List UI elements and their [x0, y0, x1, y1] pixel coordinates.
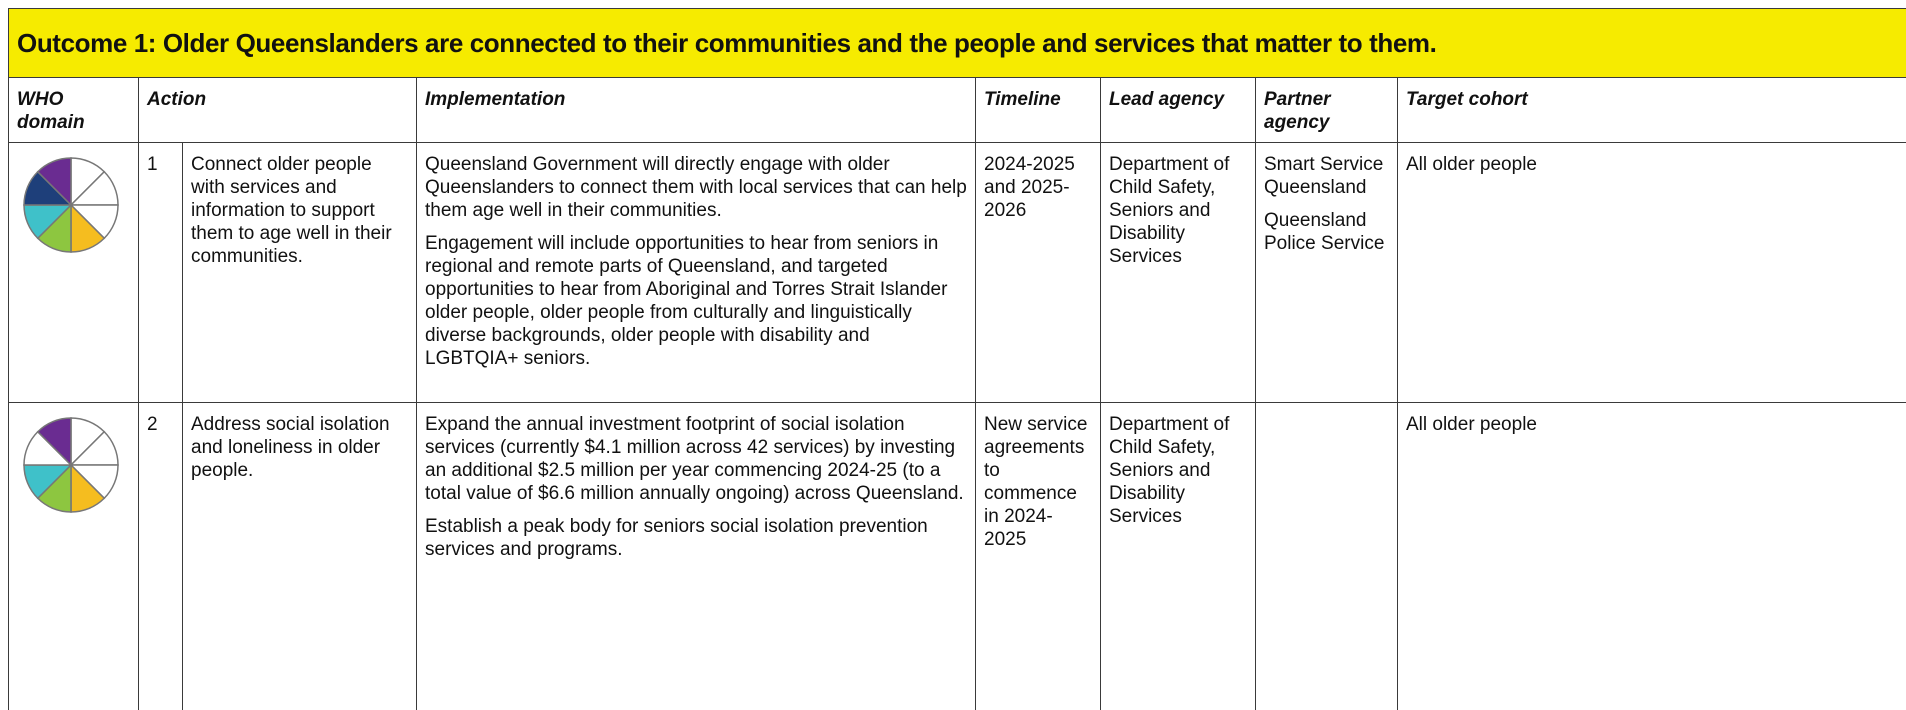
timeline-cell: New service agreements to commence in 20… [975, 402, 1101, 710]
who-domain-icon [23, 417, 119, 513]
outcome-title: Outcome 1: Older Queenslanders are conne… [8, 8, 1906, 78]
lead-agency-cell: Department of Child Safety, Seniors and … [1100, 142, 1256, 403]
action-row: 2 Address social isolation and loneliness… [8, 402, 1906, 710]
action-text: Connect older people with services and i… [182, 142, 417, 403]
timeline-cell: 2024-2025 and 2025-2026 [975, 142, 1101, 403]
who-domain-cell [8, 402, 139, 710]
lead-agency-cell: Department of Child Safety, Seniors and … [1100, 402, 1256, 710]
implementation-paragraph: Establish a peak body for seniors social… [425, 516, 928, 560]
action-table: Outcome 1: Older Queenslanders are conne… [8, 8, 1906, 710]
header-cell: Implementation [416, 77, 976, 143]
header-row: WHO domain Action Implementation Timelin… [8, 77, 1906, 143]
implementation-paragraph: Queensland Government will directly enga… [425, 154, 967, 221]
header-cell: WHO domain [8, 77, 139, 143]
action-text: Address social isolation and loneliness … [182, 402, 417, 710]
implementation-cell: Expand the annual investment footprint o… [416, 402, 976, 710]
implementation-cell: Queensland Government will directly enga… [416, 142, 976, 403]
header-cell: Lead agency [1100, 77, 1256, 143]
partner-agency: Queensland Police Service [1264, 210, 1385, 254]
page: Outcome 1: Older Queenslanders are conne… [8, 8, 1906, 710]
implementation-paragraph: Engagement will include opportunities to… [425, 233, 948, 369]
action-number: 2 [138, 402, 183, 710]
who-domain-icon [23, 157, 119, 253]
target-cohort-cell: All older people [1396, 402, 1906, 710]
target-cohort-cell: All older people [1396, 142, 1906, 403]
header-cell: Action [138, 77, 417, 143]
icon-segment [36, 417, 72, 467]
icon-segment [36, 157, 72, 207]
who-domain-cell [8, 142, 139, 403]
action-number: 1 [138, 142, 183, 403]
action-row: 1 Connect older people with services and … [8, 142, 1906, 403]
partner-agency-cell [1255, 402, 1398, 710]
partner-agency: Smart Service Queensland [1264, 154, 1384, 198]
partner-agency-cell: Smart Service Queensland Queensland Polic… [1255, 142, 1398, 403]
header-cell: Target cohort [1396, 77, 1906, 143]
implementation-paragraph: Expand the annual investment footprint o… [425, 414, 964, 504]
header-cell: Timeline [975, 77, 1101, 143]
header-cell: Partner agency [1255, 77, 1398, 143]
